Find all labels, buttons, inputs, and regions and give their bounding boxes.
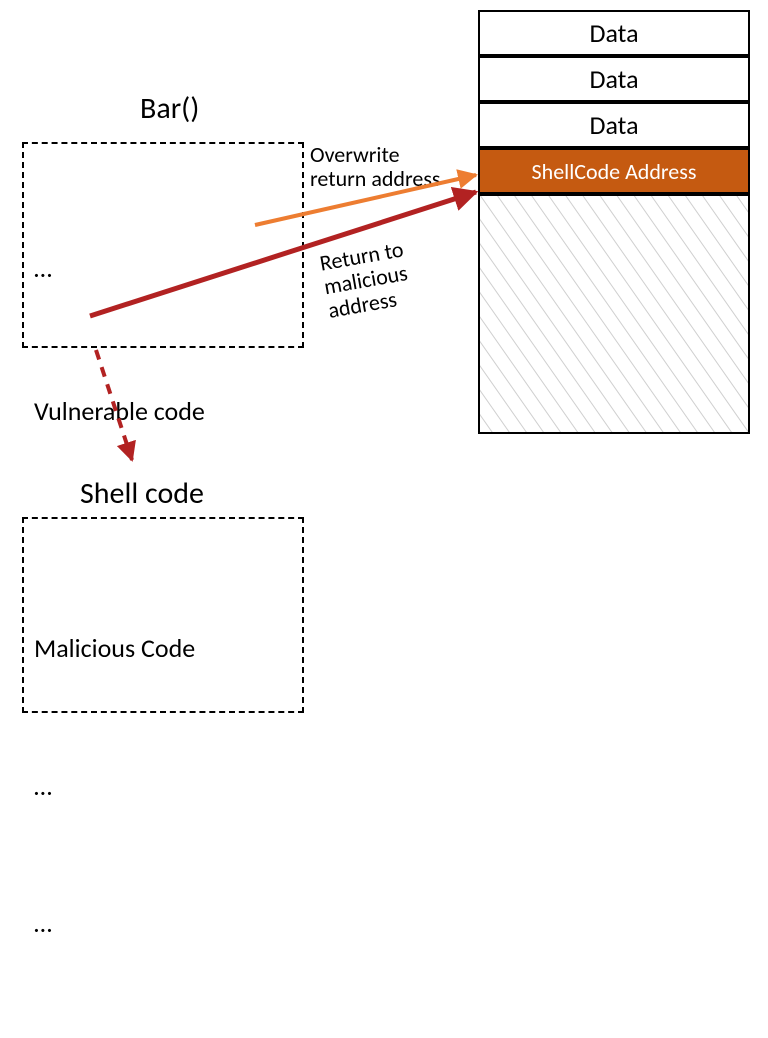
- shell-line-2: …: [34, 901, 195, 947]
- stack-label-3: ShellCode Address: [532, 158, 697, 185]
- stack-label-1: Data: [589, 63, 638, 95]
- shell-line-0: Malicious Code: [34, 626, 195, 672]
- shell-code: Malicious Code … …: [34, 535, 195, 1038]
- stack-cell-1: Data: [478, 56, 750, 102]
- bar-line-1: Vulnerable code: [34, 388, 205, 436]
- stack-cell-shellcode: ShellCode Address: [478, 148, 750, 194]
- overwrite-label-text: Overwritereturn address: [310, 141, 441, 192]
- hatch-pattern-svg: [480, 196, 748, 432]
- shell-title-text: Shell code: [80, 475, 204, 512]
- stack-label-2: Data: [589, 109, 638, 141]
- stack-big: [478, 194, 750, 434]
- stack-cell-2: Data: [478, 102, 750, 148]
- bar-line-0: …: [34, 245, 205, 293]
- return-label: Return tomaliciousaddress: [318, 237, 414, 323]
- return-label-text: Return tomaliciousaddress: [318, 235, 410, 324]
- overwrite-label: Overwritereturn address: [310, 143, 441, 191]
- stack-cell-0: Data: [478, 10, 750, 56]
- stack-label-0: Data: [589, 17, 638, 49]
- bar-title: Bar(): [140, 90, 199, 127]
- bar-title-text: Bar(): [140, 90, 199, 127]
- shell-title: Shell code: [80, 475, 204, 512]
- shell-line-1: …: [34, 764, 195, 810]
